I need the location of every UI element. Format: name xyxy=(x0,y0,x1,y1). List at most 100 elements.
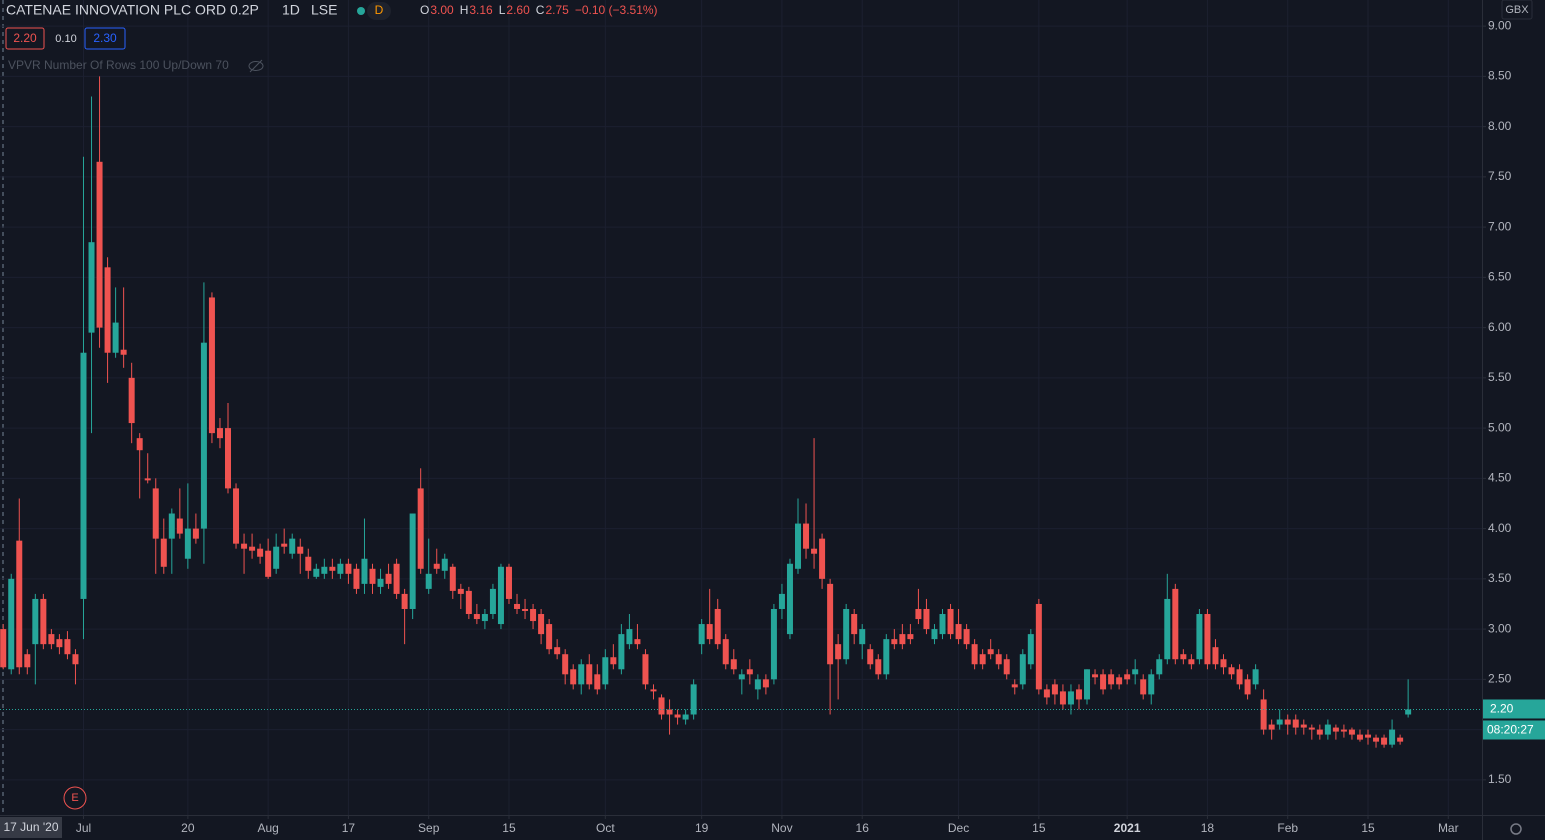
candle-body xyxy=(136,438,143,451)
plot-area xyxy=(0,0,1482,815)
ohlc-c-label: C xyxy=(536,3,545,17)
candle-body xyxy=(56,639,63,648)
y-tick-label: 3.50 xyxy=(1488,571,1512,585)
candle-body xyxy=(208,297,215,434)
currency-box[interactable] xyxy=(1501,0,1533,20)
candle-body xyxy=(1316,729,1323,735)
candle-body xyxy=(409,513,416,609)
ask-box[interactable] xyxy=(84,27,126,50)
last-price-label: 2.20 xyxy=(1490,702,1514,716)
candle-body xyxy=(265,550,272,577)
candle-body xyxy=(473,614,480,620)
symbol-title[interactable]: CATENAE INNOVATION PLC ORD 0.2P xyxy=(6,2,259,18)
candle-body xyxy=(1067,691,1074,705)
bid-box[interactable] xyxy=(5,27,45,50)
candle-body xyxy=(369,568,376,584)
candle-body xyxy=(1196,614,1203,660)
candle-body xyxy=(24,654,31,668)
candle-body xyxy=(1228,667,1235,675)
crosshair-date-box xyxy=(0,817,62,838)
x-tick-label: Jul xyxy=(76,821,91,835)
candle-body xyxy=(1059,691,1066,705)
candle-body xyxy=(465,590,472,615)
candle-body xyxy=(1075,689,1082,700)
ohlc-c: 2.75 xyxy=(545,3,569,17)
candle-body xyxy=(706,624,713,640)
candle-body xyxy=(522,608,529,611)
x-tick-label: 20 xyxy=(181,821,195,835)
earnings-circle[interactable] xyxy=(63,786,87,810)
candle-body xyxy=(554,647,561,655)
ohlc-l: 2.60 xyxy=(506,3,530,17)
candle-body xyxy=(1348,729,1355,735)
candle-body xyxy=(1381,737,1388,745)
candle-body xyxy=(682,714,689,720)
candle-body xyxy=(497,566,504,625)
x-tick-label: Aug xyxy=(257,821,278,835)
candle-body xyxy=(1252,669,1259,685)
candle-body xyxy=(891,639,898,645)
crosshair-date: 17 Jun '20 xyxy=(3,820,58,834)
candle-body xyxy=(1332,727,1339,732)
candle-body xyxy=(297,546,304,554)
y-tick-label: 4.50 xyxy=(1488,471,1512,485)
x-tick-label: 15 xyxy=(1361,821,1375,835)
x-tick-label: 16 xyxy=(856,821,870,835)
market-status[interactable] xyxy=(357,7,365,15)
currency[interactable]: GBX xyxy=(1505,4,1529,16)
candle-body xyxy=(273,546,280,569)
candle-body xyxy=(353,568,360,589)
ohlc-legend: O 3.00 H 3.16 L 2.60 C 2.75 −0.10 (−3.51%) xyxy=(420,3,658,17)
ask[interactable]: 2.30 xyxy=(93,31,117,45)
candle-body xyxy=(674,714,681,718)
x-tick-label: 18 xyxy=(1201,821,1215,835)
y-tick-label: 4.00 xyxy=(1488,521,1512,535)
candle-body xyxy=(1188,659,1195,665)
bid[interactable]: 2.20 xyxy=(13,31,37,45)
candle-body xyxy=(345,563,352,574)
interval[interactable]: 1D xyxy=(282,2,300,18)
x-tick-label: Mar xyxy=(1438,821,1459,835)
hide-icon[interactable] xyxy=(248,59,264,73)
candle-body xyxy=(1140,679,1147,695)
candle-body xyxy=(289,538,296,554)
data-badge[interactable]: D xyxy=(375,3,384,17)
candle-body xyxy=(883,639,890,675)
y-tick-label: 5.00 xyxy=(1488,420,1512,434)
candle-body xyxy=(160,538,167,567)
candle-body xyxy=(843,608,850,660)
candle-body xyxy=(112,322,119,353)
y-tick-label: 2.50 xyxy=(1488,672,1512,686)
y-tick-label: 3.00 xyxy=(1488,621,1512,635)
last-price-box xyxy=(1483,699,1545,719)
candle-body xyxy=(152,488,159,539)
candle-body xyxy=(1172,588,1179,660)
earnings-marker[interactable]: E xyxy=(71,792,78,804)
settings-icon[interactable] xyxy=(1510,823,1522,835)
candle-body xyxy=(690,684,697,715)
candle-body xyxy=(377,578,384,587)
candle-body xyxy=(417,488,424,569)
candle-body xyxy=(811,548,818,554)
candle-body xyxy=(88,242,95,333)
candle-body xyxy=(8,578,15,670)
candle-body xyxy=(546,624,553,650)
candle-body xyxy=(1156,659,1163,675)
x-tick-label: Oct xyxy=(596,821,615,835)
candle-body xyxy=(1212,647,1219,665)
countdown: 08:20:27 xyxy=(1487,723,1534,737)
candle-body xyxy=(80,352,87,599)
candle-body xyxy=(1244,679,1251,695)
candle-body xyxy=(1124,674,1131,680)
y-tick-label: 1.50 xyxy=(1488,772,1512,786)
candle-body xyxy=(1027,634,1034,665)
candle-body xyxy=(1108,674,1115,685)
candle-body xyxy=(1116,677,1123,685)
candle-body xyxy=(257,548,264,557)
candle-body xyxy=(0,629,7,668)
badge-bg xyxy=(367,2,391,20)
candle-body xyxy=(634,639,641,645)
indicator-label[interactable]: VPVR Number Of Rows 100 Up/Down 70 xyxy=(8,58,229,72)
candle-body xyxy=(1180,654,1187,660)
